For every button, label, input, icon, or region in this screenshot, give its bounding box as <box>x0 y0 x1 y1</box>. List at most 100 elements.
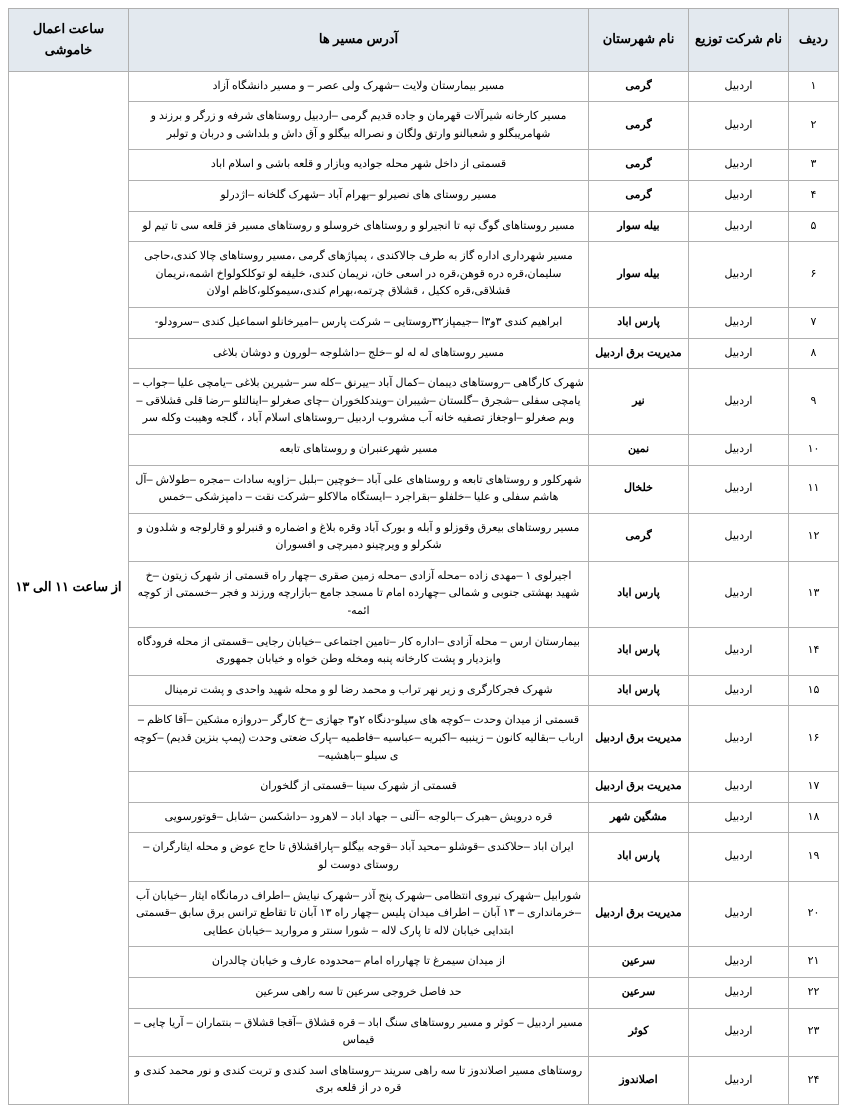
cell-dist: اردبیل <box>689 513 789 561</box>
cell-dist: اردبیل <box>689 1056 789 1104</box>
cell-row-num: ۱۶ <box>789 706 839 772</box>
table-row: ۱۱اردبیلخلخالشهرکلور و روستاهای تابعه و … <box>9 465 839 513</box>
cell-row-num: ۱ <box>789 71 839 102</box>
header-dist: نام شرکت توزیع <box>689 9 789 72</box>
table-row: ۳اردبیلگرمیقسمتی از داخل شهر محله جوادیه… <box>9 150 839 181</box>
cell-row-num: ۲ <box>789 102 839 150</box>
cell-addr: مسیر اردبیل – کوثر و مسیر روستاهای سنگ ا… <box>129 1008 589 1056</box>
table-row: ۱۴اردبیلپارس ابادبیمارستان ارس – محله آز… <box>9 627 839 675</box>
cell-addr: اجیرلوی ۱ –مهدی زاده –محله آزادی –محله ز… <box>129 561 589 627</box>
table-row: ۱۳اردبیلپارس اباداجیرلوی ۱ –مهدی زاده –م… <box>9 561 839 627</box>
cell-addr: مسیر کارخانه شیرآلات قهرمان و جاده قدیم … <box>129 102 589 150</box>
cell-city: مدیریت برق اردبیل <box>589 881 689 947</box>
table-row: ۴اردبیلگرمیمسیر روستای های نصیرلو –بهرام… <box>9 180 839 211</box>
cell-addr: قسمتی از شهرک سینا –قسمتی از گلخوران <box>129 772 589 803</box>
table-row: ۲اردبیلگرمیمسیر کارخانه شیرآلات قهرمان و… <box>9 102 839 150</box>
cell-city: مشگین شهر <box>589 802 689 833</box>
cell-city: مدیریت برق اردبیل <box>589 706 689 772</box>
cell-row-num: ۱۸ <box>789 802 839 833</box>
cell-addr: ایران اباد –حلاکندی –قوشلو –محید آباد –ق… <box>129 833 589 881</box>
table-row: ۲۲اردبیلسرعینحد فاصل خروجی سرعین تا سه ر… <box>9 977 839 1008</box>
table-row: ۲۳اردبیلکوثرمسیر اردبیل – کوثر و مسیر رو… <box>9 1008 839 1056</box>
cell-city: گرمی <box>589 180 689 211</box>
cell-dist: اردبیل <box>689 338 789 369</box>
cell-city: بیله سوار <box>589 211 689 242</box>
cell-dist: اردبیل <box>689 465 789 513</box>
cell-city: خلخال <box>589 465 689 513</box>
cell-city: نمین <box>589 434 689 465</box>
table-row: ۷اردبیلپارس ابادابراهیم کندی ۳و۳ا –جیمپا… <box>9 307 839 338</box>
header-city: نام شهرستان <box>589 9 689 72</box>
cell-city: پارس اباد <box>589 561 689 627</box>
cell-addr: مسیر روستاهای بیعرق وقوزلو و آبله و بورک… <box>129 513 589 561</box>
cell-city: پارس اباد <box>589 675 689 706</box>
table-row: ۱۵اردبیلپارس ابادشهرک فجرکارگری و زیر نه… <box>9 675 839 706</box>
cell-addr: روستاهای مسیر اصلاندوز تا سه راهی سریند … <box>129 1056 589 1104</box>
table-row: ۱۲اردبیلگرمیمسیر روستاهای بیعرق وقوزلو و… <box>9 513 839 561</box>
table-row: ۱۹اردبیلپارس ابادایران اباد –حلاکندی –قو… <box>9 833 839 881</box>
table-row: ۹اردبیلنیرشهرک کارگاهی –روستاهای دیبمان … <box>9 369 839 435</box>
cell-addr: شورابیل –شهرک نیروی انتظامی –شهرک پنج آذ… <box>129 881 589 947</box>
table-row: ۲۰اردبیلمدیریت برق اردبیلشورابیل –شهرک ن… <box>9 881 839 947</box>
table-row: ۱۷اردبیلمدیریت برق اردبیلقسمتی از شهرک س… <box>9 772 839 803</box>
cell-row-num: ۵ <box>789 211 839 242</box>
cell-addr: بیمارستان ارس – محله آزادی –اداره کار –ت… <box>129 627 589 675</box>
cell-dist: اردبیل <box>689 150 789 181</box>
cell-row-num: ۴ <box>789 180 839 211</box>
cell-dist: اردبیل <box>689 947 789 978</box>
cell-addr: شهرکلور و روستاهای تابعه و روستاهای علی … <box>129 465 589 513</box>
cell-row-num: ۱۰ <box>789 434 839 465</box>
table-row: ۶اردبیلبیله سوارمسیر شهرداری اداره گاز ب… <box>9 242 839 308</box>
cell-city: سرعین <box>589 977 689 1008</box>
cell-row-num: ۲۴ <box>789 1056 839 1104</box>
cell-addr: قسمتی از میدان وحدت –کوچه های سیلو-دنگاه… <box>129 706 589 772</box>
cell-city: پارس اباد <box>589 627 689 675</box>
table-row: ۱۰اردبیلنمینمسیر شهرعنبران و روستاهای تا… <box>9 434 839 465</box>
header-time: ساعت اعمال خاموشی <box>9 9 129 72</box>
cell-row-num: ۲۰ <box>789 881 839 947</box>
cell-dist: اردبیل <box>689 977 789 1008</box>
cell-row-num: ۱۴ <box>789 627 839 675</box>
cell-city: پارس اباد <box>589 833 689 881</box>
header-addr: آدرس مسیر ها <box>129 9 589 72</box>
cell-addr: شهرک کارگاهی –روستاهای دیبمان –کمال آباد… <box>129 369 589 435</box>
cell-dist: اردبیل <box>689 561 789 627</box>
cell-city: سرعین <box>589 947 689 978</box>
cell-dist: اردبیل <box>689 1008 789 1056</box>
cell-dist: اردبیل <box>689 881 789 947</box>
cell-addr: شهرک فجرکارگری و زیر نهر تراب و محمد رضا… <box>129 675 589 706</box>
cell-addr: مسیر شهرداری اداره گاز به طرف جالاکندی ،… <box>129 242 589 308</box>
cell-row-num: ۱۳ <box>789 561 839 627</box>
table-row: ۵اردبیلبیله سوارمسیر روستاهای گوگ تپه تا… <box>9 211 839 242</box>
cell-city: مدیریت برق اردبیل <box>589 772 689 803</box>
cell-dist: اردبیل <box>689 102 789 150</box>
cell-dist: اردبیل <box>689 833 789 881</box>
cell-city: اصلاندوز <box>589 1056 689 1104</box>
table-row: ۲۴اردبیلاصلاندوزروستاهای مسیر اصلاندوز ت… <box>9 1056 839 1104</box>
cell-row-num: ۲۲ <box>789 977 839 1008</box>
cell-dist: اردبیل <box>689 627 789 675</box>
table-row: ۲۱اردبیلسرعیناز میدان سیمرغ تا چهارراه ا… <box>9 947 839 978</box>
cell-dist: اردبیل <box>689 802 789 833</box>
cell-row-num: ۲۱ <box>789 947 839 978</box>
cell-row-num: ۳ <box>789 150 839 181</box>
cell-city: گرمی <box>589 513 689 561</box>
cell-city: گرمی <box>589 102 689 150</box>
cell-dist: اردبیل <box>689 369 789 435</box>
cell-city: پارس اباد <box>589 307 689 338</box>
cell-row-num: ۶ <box>789 242 839 308</box>
cell-dist: اردبیل <box>689 307 789 338</box>
cell-dist: اردبیل <box>689 211 789 242</box>
cell-addr: مسیر روستای های نصیرلو –بهرام آباد –شهرک… <box>129 180 589 211</box>
cell-city: نیر <box>589 369 689 435</box>
cell-dist: اردبیل <box>689 706 789 772</box>
cell-addr: مسیر روستاهای گوگ تپه تا انجیرلو و روستا… <box>129 211 589 242</box>
cell-addr: مسیر شهرعنبران و روستاهای تابعه <box>129 434 589 465</box>
cell-addr: حد فاصل خروجی سرعین تا سه راهی سرعین <box>129 977 589 1008</box>
cell-city: بیله سوار <box>589 242 689 308</box>
cell-city: گرمی <box>589 71 689 102</box>
header-row-num: ردیف <box>789 9 839 72</box>
cell-city: مدیریت برق اردبیل <box>589 338 689 369</box>
cell-addr: از میدان سیمرغ تا چهارراه امام –محدوده ع… <box>129 947 589 978</box>
cell-row-num: ۱۹ <box>789 833 839 881</box>
